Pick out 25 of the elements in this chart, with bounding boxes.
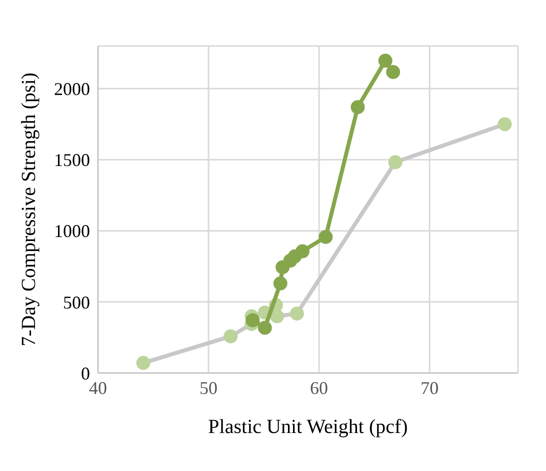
- point: [136, 356, 150, 370]
- point: [350, 100, 365, 114]
- point: [258, 320, 272, 335]
- x-axis-title: Plastic Unit Weight (pcf): [208, 416, 408, 438]
- point: [386, 65, 400, 80]
- point: [246, 313, 260, 328]
- y-tick-label: 1500: [54, 150, 90, 170]
- point: [378, 54, 392, 68]
- x-tick-label: 40: [89, 378, 107, 398]
- point: [295, 244, 310, 258]
- y-tick-label: 0: [81, 363, 90, 384]
- x-tick-label: 60: [310, 378, 328, 398]
- point: [318, 230, 333, 244]
- point: [273, 276, 288, 290]
- point: [498, 117, 512, 132]
- point: [388, 155, 402, 170]
- y-tick-label: 2000: [54, 79, 90, 100]
- point: [224, 329, 238, 344]
- y-tick-label: 1000: [54, 221, 90, 242]
- y-axis-title: 7-Day Compressive Strength (psi): [18, 72, 40, 346]
- y-tick-label: 500: [63, 292, 90, 312]
- point: [270, 309, 284, 324]
- x-tick-label: 70: [420, 378, 439, 398]
- x-tick-label: 50: [200, 378, 218, 398]
- point: [290, 306, 304, 321]
